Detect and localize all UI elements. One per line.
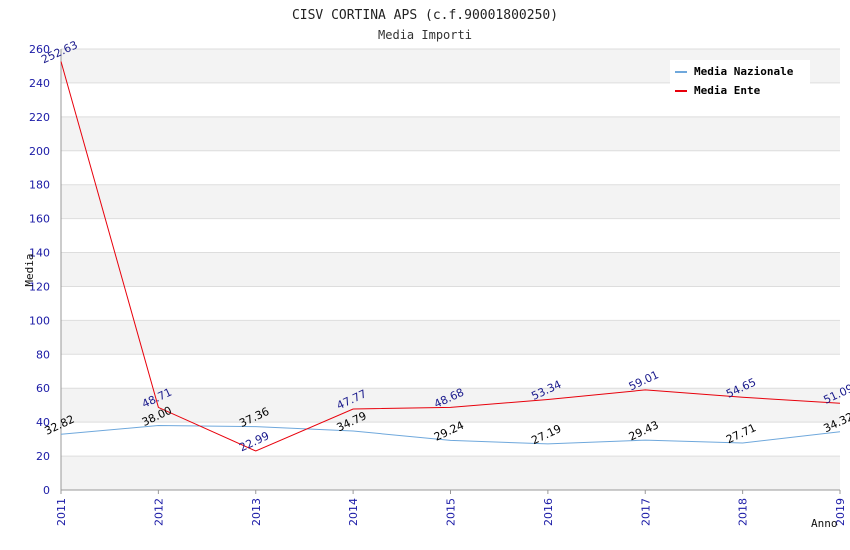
- y-tick-label: 180: [29, 179, 50, 192]
- y-tick-label: 60: [36, 382, 50, 395]
- y-tick-label: 0: [43, 484, 50, 497]
- y-tick-label: 120: [29, 280, 50, 293]
- y-tick-label: 260: [29, 43, 50, 56]
- y-tick-label: 40: [36, 416, 50, 429]
- grid-band: [61, 218, 840, 253]
- grid-band: [61, 184, 840, 219]
- legend-box: [670, 60, 810, 102]
- chart-title: CISV CORTINA APS (c.f.90001800250): [292, 8, 558, 23]
- legend-label-media-ente: Media Ente: [694, 84, 761, 97]
- x-tick-label: 2017: [639, 498, 652, 526]
- x-tick-label: 2012: [152, 498, 165, 526]
- y-axis-label: Media: [23, 253, 36, 286]
- y-tick-label: 160: [29, 213, 50, 226]
- x-tick-label: 2015: [445, 498, 458, 526]
- x-axis-ticks: 2011 2012 2013 2014 2015 2016 2017 2018 2019: [55, 498, 847, 526]
- x-axis-label: Anno: [811, 517, 838, 530]
- grid-band: [61, 422, 840, 457]
- legend-label-media-nazionale: Media Nazionale: [694, 65, 794, 78]
- grid-band: [61, 252, 840, 287]
- grid-band: [61, 320, 840, 355]
- x-tick-label: 2014: [347, 498, 360, 526]
- x-tick-label: 2018: [737, 498, 750, 526]
- x-tick-label: 2013: [250, 498, 263, 526]
- axes: [60, 49, 841, 494]
- series-line-media-nazionale: [60, 424, 841, 445]
- series-line-media-ente: [60, 61, 841, 452]
- y-tick-label: 20: [36, 450, 50, 463]
- y-tick-label: 140: [29, 247, 50, 260]
- x-tick-label: 2019: [834, 498, 847, 526]
- y-tick-label: 240: [29, 77, 50, 90]
- grid-band: [61, 354, 840, 389]
- x-tick-label: 2016: [542, 498, 555, 526]
- grid-band: [61, 150, 840, 185]
- series-lines: [60, 61, 841, 452]
- y-tick-label: 100: [29, 314, 50, 327]
- grid-band: [61, 388, 840, 423]
- grid-band: [61, 456, 840, 490]
- grid-band: [61, 286, 840, 321]
- chart-subtitle: Media Importi: [378, 28, 472, 42]
- y-tick-label: 200: [29, 145, 50, 158]
- grid-band: [61, 116, 840, 151]
- y-axis-ticks: 0 20 40 60 80 100 120 140 160 180 200 220 240 260: [29, 43, 50, 497]
- y-tick-label: 80: [36, 348, 50, 361]
- x-tick-label: 2011: [55, 498, 68, 526]
- y-tick-label: 220: [29, 111, 50, 124]
- legend: Media Nazionale Media Ente: [670, 60, 810, 102]
